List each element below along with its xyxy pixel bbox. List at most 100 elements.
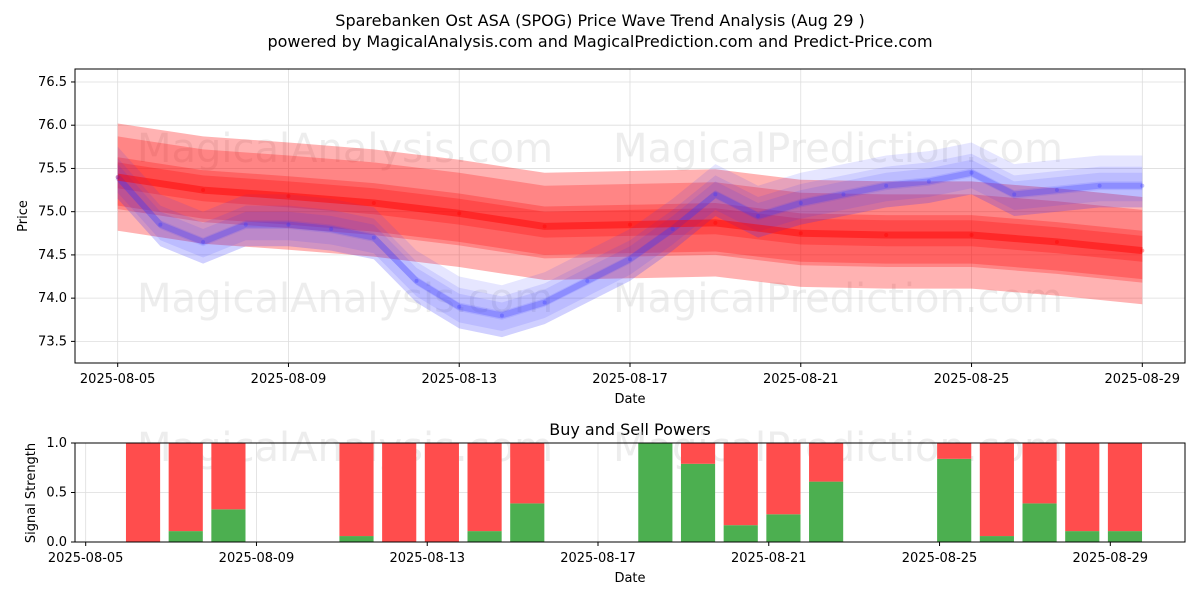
trend-point: [1140, 248, 1145, 253]
wave-point: [926, 179, 931, 184]
price-y-tick-label: 76.5: [38, 75, 67, 90]
signal-x-tick-label: 2025-08-25: [902, 551, 978, 566]
buy-bar: [937, 458, 972, 542]
price-bands: [117, 123, 1143, 338]
sell-bar: [382, 443, 417, 542]
buy-bar: [1107, 531, 1143, 542]
trend-point: [201, 188, 206, 193]
chart-subtitle: powered by MagicalAnalysis.com and Magic…: [267, 32, 932, 51]
watermark-analysis-mid: MagicalAnalysis.com: [137, 276, 553, 322]
sell-bar: [424, 443, 459, 542]
buy-bar: [638, 443, 673, 542]
wave-point: [670, 226, 675, 231]
wave-point: [884, 183, 889, 188]
buy-bar: [339, 536, 374, 542]
trend-point: [798, 231, 803, 236]
wave-point: [542, 300, 547, 305]
wave-point: [158, 222, 163, 227]
buy-bar: [510, 503, 545, 542]
signal-y-axis-label: Signal Strength: [24, 443, 39, 543]
trend-band: [117, 162, 1143, 262]
price-series: [115, 169, 1145, 319]
signal-y-tick-label: 0.0: [46, 535, 67, 550]
buy-bar: [680, 463, 716, 542]
signal-y-tick-label: 1.0: [46, 436, 67, 451]
price-x-tick-label: 2025-08-21: [763, 372, 839, 387]
signal-x-tick-label: 2025-08-05: [48, 551, 124, 566]
trend-point: [628, 222, 632, 227]
price-x-tick-label: 2025-08-29: [1105, 372, 1181, 387]
signal-x-tick-label: 2025-08-29: [1073, 551, 1149, 566]
trend-band: [117, 157, 1143, 280]
sell-bar: [680, 443, 716, 464]
wave-point: [286, 222, 291, 227]
trend-point: [115, 175, 120, 180]
wave-point: [1097, 183, 1102, 188]
signal-panel: Buy and Sell Powers MagicalAnalysis.com …: [24, 420, 1186, 586]
price-y-tick-label: 73.5: [38, 334, 67, 349]
sell-bar: [467, 443, 502, 532]
sell-bar: [339, 443, 374, 537]
signal-x-tick-label: 2025-08-21: [731, 551, 807, 566]
wave-point: [969, 170, 974, 175]
trend-point: [371, 201, 376, 206]
buy-bar: [809, 481, 844, 542]
price-y-tick-label: 75.0: [38, 205, 67, 220]
price-x-tick-label: 2025-08-17: [592, 372, 668, 387]
buy-bar: [467, 531, 502, 542]
sell-bar: [723, 443, 758, 526]
price-y-tick-label: 74.0: [38, 291, 67, 306]
price-y-tick-label: 76.0: [38, 118, 67, 133]
trend-point: [969, 233, 974, 238]
watermark-analysis-top: MagicalAnalysis.com: [137, 126, 553, 172]
price-panel: MagicalAnalysis.com MagicalPrediction.co…: [16, 68, 1186, 407]
price-x-tick-label: 2025-08-25: [934, 372, 1010, 387]
sell-bar: [510, 443, 545, 504]
trend-band: [117, 123, 1143, 305]
price-y-ticks: 73.5 74.0 74.5 75.0 75.5 76.0 76.5: [38, 75, 75, 349]
sell-bar: [168, 443, 203, 532]
wave-point: [756, 214, 761, 218]
sell-bar: [125, 443, 161, 542]
signal-y-ticks: 0.0 0.5 1.0: [46, 436, 75, 550]
trend-point: [713, 220, 718, 225]
trend-point: [286, 194, 291, 199]
signal-y-tick-label: 0.5: [46, 486, 67, 501]
buy-bar: [766, 514, 801, 542]
trend-point: [457, 211, 462, 216]
wave-point: [798, 201, 803, 206]
buy-bar: [168, 531, 203, 542]
price-x-ticks: 2025-08-05 2025-08-09 2025-08-13 2025-08-17…: [80, 363, 1180, 387]
wave-band: [117, 159, 1143, 338]
price-x-tick-label: 2025-08-13: [421, 372, 497, 387]
sell-bar: [809, 443, 844, 482]
trend-point: [1054, 239, 1059, 244]
wave-point: [243, 222, 248, 227]
wave-point: [628, 257, 632, 262]
wave-line: [115, 169, 1143, 319]
buy-bar: [1065, 531, 1100, 542]
sell-bar: [211, 443, 246, 510]
watermark-prediction-mid: MagicalPrediction.com: [613, 276, 1063, 322]
wave-point: [329, 226, 334, 231]
signal-x-tick-label: 2025-08-17: [560, 551, 636, 566]
trend-band: [117, 136, 1143, 283]
signal-title: Buy and Sell Powers: [549, 420, 711, 439]
wave-point: [457, 304, 462, 309]
price-y-tick-label: 75.5: [38, 161, 67, 176]
wave-point: [1054, 188, 1059, 193]
buy-bar: [1022, 503, 1057, 542]
wave-point: [371, 235, 376, 240]
sell-bar: [937, 443, 972, 459]
price-y-axis-label: Price: [16, 200, 31, 232]
price-x-tick-label: 2025-08-05: [80, 372, 156, 387]
watermark-prediction-top: MagicalPrediction.com: [613, 126, 1063, 172]
price-y-tick-label: 74.5: [38, 248, 67, 263]
wave-point: [841, 192, 846, 197]
price-x-axis-label: Date: [614, 392, 645, 407]
sell-bar: [979, 443, 1014, 537]
signal-x-axis-label: Date: [614, 571, 645, 586]
wave-point: [585, 278, 590, 283]
trend-point: [884, 233, 889, 238]
trend-point: [542, 224, 547, 229]
